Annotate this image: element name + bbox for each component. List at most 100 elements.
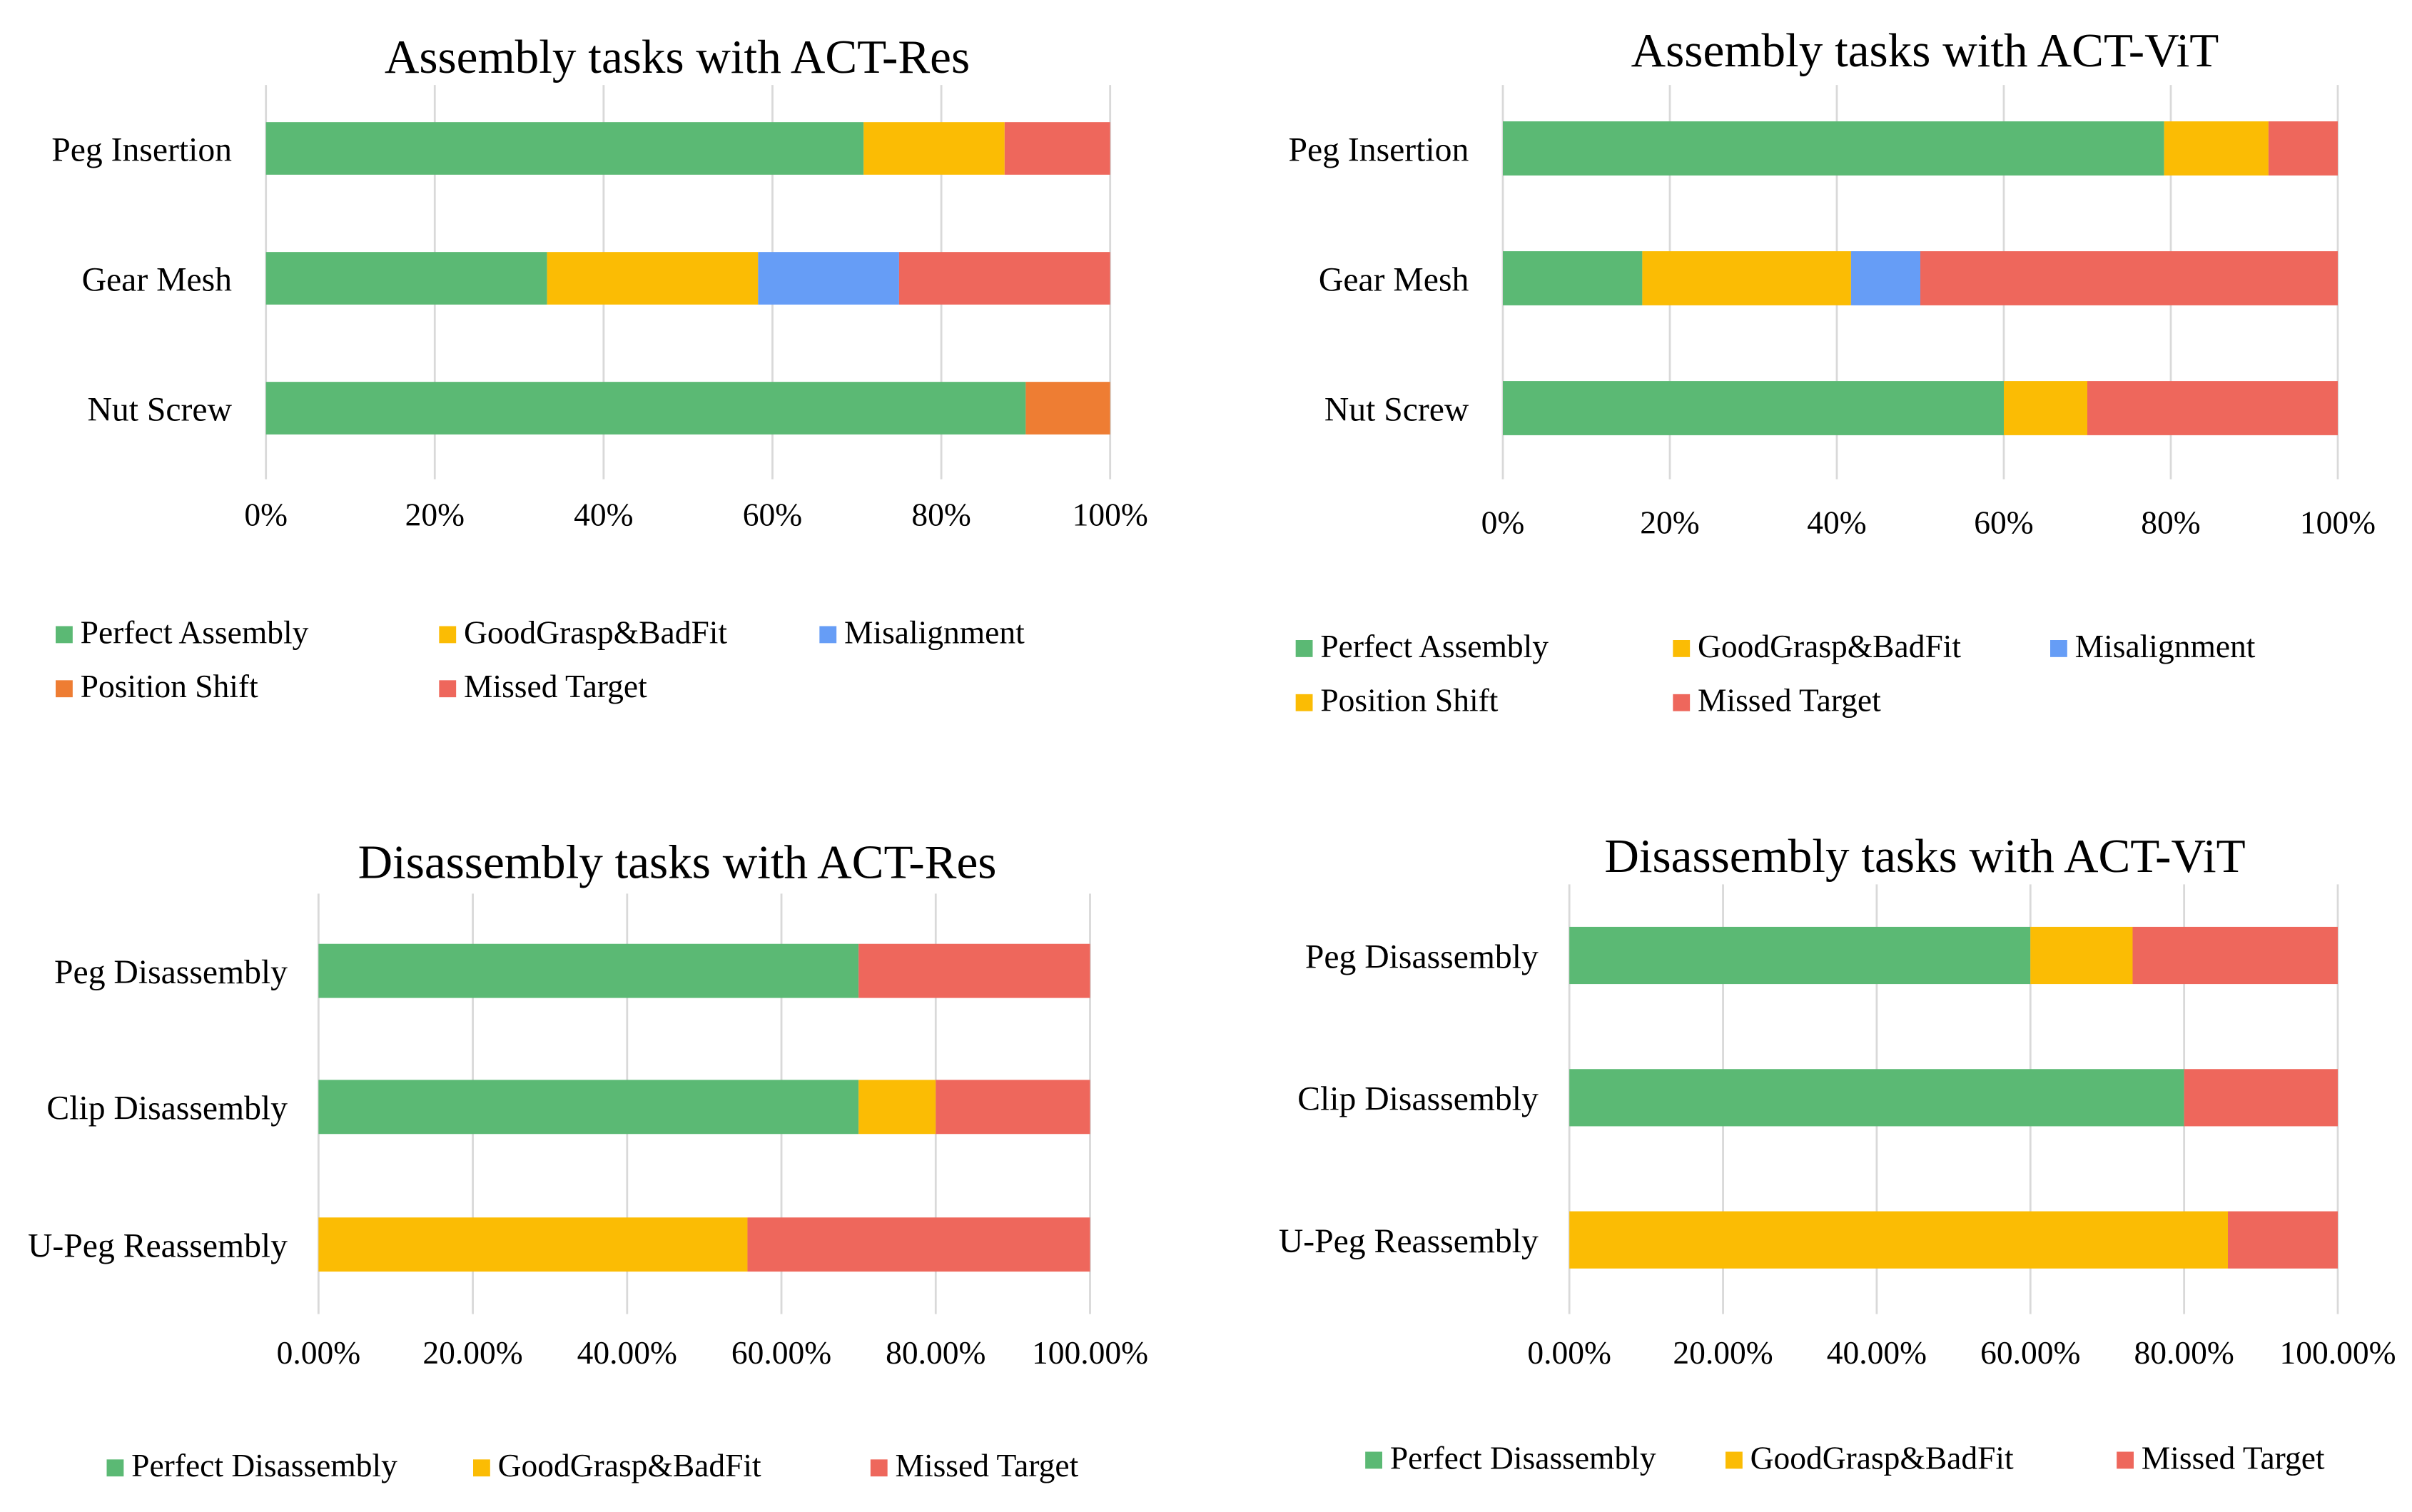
category-label: Gear Mesh (1319, 261, 1469, 298)
x-tick-label: 80% (911, 497, 971, 533)
bar-segment-goodgrasp-badfit (318, 1217, 748, 1272)
bar-segment-goodgrasp-badfit (1569, 1211, 2229, 1269)
bar-segment-perfect-disassembly (1569, 926, 2031, 985)
bar-segment-perfect-assembly (1503, 121, 2164, 176)
chart-title: Disassembly tasks with ACT-ViT (1604, 829, 2245, 883)
bar-segment-goodgrasp-badfit (1642, 251, 1851, 305)
category-label: Peg Disassembly (1305, 938, 1539, 975)
x-tick-label: 40% (1807, 504, 1866, 540)
bar-segment-missed-target (2228, 1211, 2338, 1269)
legend-item: Perfect Assembly (56, 614, 309, 650)
bar-segment-position-shift (1025, 382, 1110, 435)
legend-label: Position Shift (81, 668, 258, 704)
legend-swatch (1726, 1451, 1743, 1469)
bar-segment-goodgrasp-badfit (2164, 121, 2269, 176)
bar-segment-missed-target (747, 1217, 1090, 1272)
x-tick-label: 60.00% (731, 1334, 831, 1371)
category-label: Clip Disassembly (46, 1090, 288, 1127)
x-tick-label: 60.00% (1980, 1334, 2080, 1371)
legend-label: Misalignment (2075, 628, 2256, 664)
x-tick-label: 40% (574, 497, 633, 533)
legend-label: Position Shift (1320, 682, 1498, 719)
legend-item: Perfect Disassembly (1365, 1439, 1656, 1476)
legend-swatch (2117, 1451, 2134, 1469)
x-tick-label: 60% (743, 497, 802, 533)
x-tick-label: 20% (405, 497, 465, 533)
x-tick-label: 0% (244, 497, 288, 533)
bar-segment-perfect-disassembly (318, 1080, 859, 1135)
bar-segment-missed-target (936, 1080, 1090, 1135)
bar-segment-perfect-assembly (265, 122, 864, 175)
legend-swatch (1365, 1451, 1382, 1469)
bar-segment-missed-target (898, 252, 1110, 305)
category-label: Nut Screw (1324, 391, 1469, 428)
x-tick-label: 40.00% (1827, 1334, 1927, 1371)
bar-segment-goodgrasp-badfit (863, 122, 1005, 175)
legend-label: Perfect Disassembly (1390, 1439, 1656, 1476)
bar-segment-missed-target (1920, 251, 2338, 305)
legend-label: Missed Target (2142, 1439, 2325, 1476)
legend-item: GoodGrasp&BadFit (473, 1447, 761, 1483)
category-label: Gear Mesh (82, 261, 233, 298)
legend-item: GoodGrasp&BadFit (1726, 1439, 2014, 1476)
bar-segment-misalignment (1850, 251, 1920, 305)
legend-label: Missed Target (464, 668, 647, 704)
legend-item: Position Shift (1295, 682, 1499, 719)
x-tick-label: 0.00% (1527, 1334, 1611, 1371)
chart-2: Assembly tasks with ACT-ViT 0% 20% 40% 60% 80… (1289, 24, 2376, 718)
bar-segment-misalignment (758, 252, 899, 305)
category-label: Peg Insertion (1289, 131, 1469, 168)
chart-title: Disassembly tasks with ACT-Res (358, 836, 997, 889)
bar-segment-missed-target (2087, 381, 2338, 435)
legend-label: Perfect Disassembly (131, 1447, 397, 1483)
category-label: Peg Disassembly (54, 954, 288, 991)
chart-1: Assembly tasks with ACT-Res 0% 20% 40% 60% 80… (51, 30, 1148, 704)
bar-segment-goodgrasp-badfit (547, 252, 759, 305)
legend-swatch (106, 1459, 124, 1477)
x-tick-label: 20% (1640, 504, 1699, 540)
legend-item: Missed Target (2117, 1439, 2325, 1476)
legend-label: GoodGrasp&BadFit (498, 1447, 761, 1483)
legend-label: GoodGrasp&BadFit (1698, 628, 1961, 664)
legend-label: Perfect Assembly (1320, 628, 1549, 664)
bar-segment-missed-target (858, 943, 1090, 998)
bar-segment-perfect-disassembly (1569, 1069, 2184, 1127)
bar-segment-missed-target (2132, 926, 2338, 985)
legend-item: Perfect Assembly (1295, 628, 1549, 664)
bar-segment-perfect-assembly (265, 252, 547, 305)
legend-swatch (1295, 640, 1313, 657)
x-tick-label: 100.00% (1032, 1334, 1148, 1371)
category-label: Nut Screw (87, 391, 232, 428)
legend-item: Missed Target (439, 668, 647, 704)
legend-label: GoodGrasp&BadFit (464, 614, 727, 650)
x-tick-label: 80.00% (2134, 1334, 2234, 1371)
bar-segment-missed-target (2268, 121, 2338, 176)
legend-swatch (439, 626, 457, 644)
category-label: U-Peg Reassembly (1279, 1223, 1539, 1260)
legend-swatch (1673, 694, 1691, 711)
chart-title: Assembly tasks with ACT-ViT (1631, 24, 2219, 77)
category-label: Peg Insertion (51, 131, 232, 168)
bar-segment-goodgrasp-badfit (2030, 926, 2133, 985)
chart-4: Disassembly tasks with ACT-ViT 0.00% 20.00… (1279, 829, 2396, 1476)
legend-swatch (56, 680, 73, 698)
x-tick-label: 0.00% (277, 1334, 361, 1371)
chart-title: Assembly tasks with ACT-Res (385, 30, 970, 83)
legend-item: Position Shift (56, 668, 258, 704)
x-tick-label: 0% (1481, 504, 1525, 540)
category-label: U-Peg Reassembly (28, 1228, 288, 1265)
x-tick-label: 100% (2300, 504, 2376, 540)
legend-swatch (56, 626, 73, 644)
legend-item: Missed Target (1673, 682, 1881, 719)
legend-swatch (1295, 694, 1313, 711)
bar-segment-perfect-assembly (1503, 251, 1643, 305)
bar-segment-missed-target (2184, 1069, 2338, 1127)
legend-item: GoodGrasp&BadFit (1673, 628, 1961, 664)
legend-label: Missed Target (895, 1447, 1078, 1483)
bar-segment-goodgrasp-badfit (858, 1080, 936, 1135)
legend-item: Missed Target (870, 1447, 1079, 1483)
legend-label: Misalignment (844, 614, 1025, 650)
legend-swatch (2050, 640, 2067, 657)
legend-label: GoodGrasp&BadFit (1750, 1439, 2014, 1476)
